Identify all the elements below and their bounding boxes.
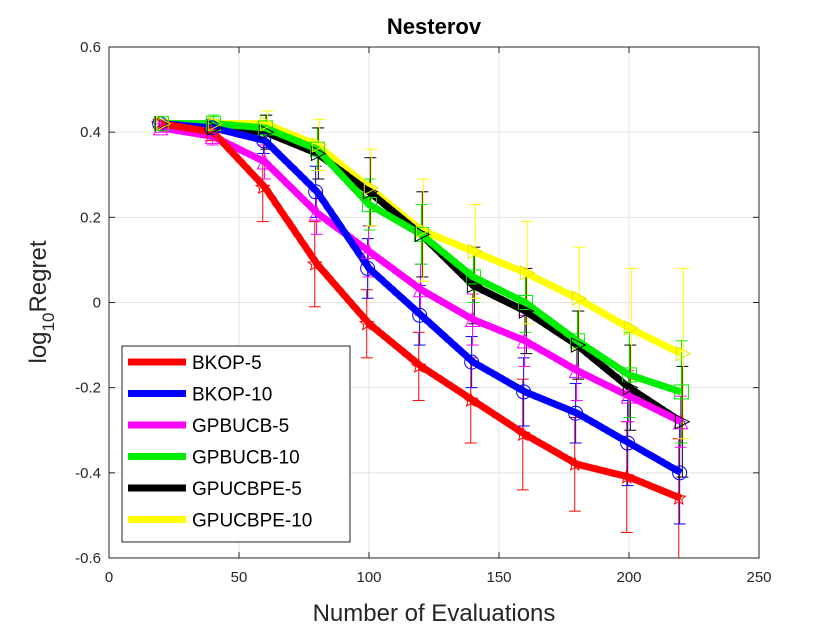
data-point-gpucbpe-10 (571, 290, 588, 307)
data-point-bkop-10 (568, 405, 584, 421)
legend-label-bkop-10: BKOP-10 (192, 385, 272, 406)
x-axis-label: Number of Evaluations (313, 600, 556, 627)
y-tick-label: 0 (93, 295, 101, 312)
data-point-bkop-10 (672, 465, 688, 481)
data-point-bkop-10 (308, 184, 324, 200)
data-point-gpbucb-10 (569, 333, 585, 349)
data-point-gpbucb-10 (257, 120, 273, 136)
y-tick-label: 0.6 (80, 39, 101, 56)
series-lines (160, 120, 684, 502)
data-point-bkop-5 (670, 490, 687, 506)
series-line-gpbucb-5 (160, 124, 683, 425)
data-point-bkop-5 (514, 426, 531, 442)
tick-labels: 0 50 100 150 200 250 -0.6 -0.4 -0.2 0 0.2 0.4 0.6 (75, 39, 771, 586)
data-point-gpucbpe-10 (623, 320, 640, 336)
data-point-gpbucb-10 (621, 367, 637, 383)
data-point-gpbucb-10 (465, 269, 481, 285)
data-point-gpucbpe-5 (414, 226, 431, 243)
data-point-gpbucb-5 (620, 388, 637, 404)
data-point-gpucbpe-10 (155, 115, 172, 132)
data-point-gpbucb-5 (360, 243, 377, 259)
data-point-bkop-10 (412, 307, 428, 323)
data-point-bkop-10 (204, 120, 220, 136)
series-markers (150, 115, 692, 506)
data-point-gpbucb-5 (464, 311, 481, 328)
data-point-bkop-5 (306, 255, 323, 271)
data-point-gpucbpe-5 (362, 183, 379, 200)
series-line-bkop-5 (160, 120, 683, 502)
legend: BKOP-5 BKOP-10 GPBUCB-5 GPBUCB-10 GPUCBPE-5 G… (121, 345, 351, 543)
x-tick-label: 100 (356, 569, 381, 586)
data-point-bkop-10 (256, 133, 272, 149)
svg-text:log10Regret: log10Regret (25, 240, 58, 363)
legend-label-gpucbpe-5: GPUCBPE-5 (192, 479, 302, 500)
data-point-bkop-5 (358, 315, 375, 331)
x-tick-label: 250 (746, 569, 771, 586)
x-tick-label: 200 (616, 569, 641, 586)
y-tick-label: 0.4 (80, 124, 101, 141)
data-point-gpucbpe-5 (674, 413, 691, 430)
data-point-gpucbpe-5 (466, 277, 483, 294)
data-point-gpucbpe-10 (259, 115, 276, 132)
y-axis-label-main: log (25, 331, 52, 363)
data-point-bkop-5 (254, 179, 271, 195)
data-point-gpbucb-10 (205, 116, 221, 132)
data-point-gpbucb-5 (308, 204, 325, 221)
x-tick-label: 150 (486, 569, 511, 586)
y-tick-label: -0.4 (75, 465, 101, 482)
y-axis-label: log10Regret (25, 240, 58, 363)
data-point-gpbucb-10 (673, 384, 689, 400)
data-point-gpbucb-5 (152, 119, 169, 136)
data-point-gpucbpe-5 (258, 124, 275, 140)
legend-box (121, 345, 351, 543)
data-point-bkop-5 (410, 358, 427, 374)
data-point-gpbucb-5 (568, 362, 585, 379)
data-point-gpucbpe-5 (310, 145, 327, 162)
data-point-gpucbpe-5 (622, 379, 639, 396)
data-point-gpbucb-10 (517, 295, 533, 310)
data-point-bkop-10 (464, 354, 480, 370)
y-tick-label: 0.2 (80, 209, 101, 226)
y-tick-label: -0.2 (75, 380, 101, 397)
data-point-gpbucb-5 (672, 413, 689, 430)
data-point-bkop-10 (620, 435, 636, 451)
legend-label-gpbucb-5: GPBUCB-5 (192, 416, 289, 437)
data-point-gpucbpe-10 (519, 264, 536, 281)
axes (108, 46, 760, 559)
y-tick-label: -0.6 (75, 550, 101, 567)
data-point-bkop-10 (516, 384, 532, 400)
error-bar-gpucbpe-10 (677, 267, 690, 440)
y-axis-label-tail: Regret (25, 240, 52, 312)
y-axis-label-subscript: 10 (39, 313, 58, 332)
data-point-gpbucb-5 (204, 128, 221, 144)
data-point-gpbucb-10 (309, 141, 325, 157)
legend-label-gpbucb-10: GPBUCB-10 (192, 448, 300, 469)
data-point-gpucbpe-10 (675, 345, 692, 362)
data-point-bkop-5 (462, 392, 479, 408)
data-point-bkop-5 (618, 468, 635, 484)
data-point-gpucbpe-10 (363, 179, 380, 196)
x-tick-label: 0 (105, 569, 113, 586)
data-point-gpucbpe-10 (415, 222, 432, 238)
series-line-bkop-10 (160, 120, 683, 476)
data-point-gpucbpe-10 (207, 115, 224, 132)
legend-label-gpucbpe-10: GPUCBPE-10 (192, 511, 312, 532)
data-point-gpbucb-5 (256, 153, 273, 170)
data-point-gpucbpe-10 (467, 243, 484, 260)
data-point-bkop-5 (566, 455, 583, 472)
data-point-gpbucb-10 (361, 197, 377, 213)
data-point-gpucbpe-5 (518, 303, 535, 319)
chart-title: Nesterov (387, 14, 482, 39)
legend-label-bkop-5: BKOP-5 (192, 353, 262, 374)
data-point-gpbucb-5 (412, 281, 429, 298)
data-point-gpbucb-5 (516, 332, 533, 349)
data-point-bkop-10 (360, 260, 376, 276)
data-point-gpucbpe-10 (311, 137, 328, 153)
x-tick-label: 50 (231, 569, 248, 586)
data-point-gpucbpe-5 (570, 337, 587, 353)
data-point-gpucbpe-5 (206, 120, 223, 136)
plot-frame (108, 46, 760, 559)
